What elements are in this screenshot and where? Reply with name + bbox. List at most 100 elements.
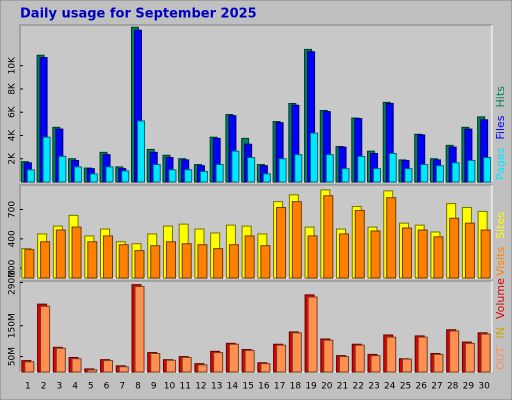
bar bbox=[103, 360, 114, 373]
x-tick-label: 1 bbox=[25, 382, 31, 392]
bar bbox=[276, 207, 287, 279]
bar bbox=[228, 343, 239, 373]
bar bbox=[291, 201, 302, 279]
x-tick-label: 13 bbox=[211, 382, 222, 392]
bar bbox=[87, 241, 98, 279]
chart-title: Daily usage for September 2025 bbox=[20, 7, 257, 22]
bar bbox=[325, 154, 334, 183]
x-tick-label: 2 bbox=[41, 382, 47, 392]
bar bbox=[354, 209, 365, 279]
bar bbox=[451, 162, 460, 183]
bar bbox=[55, 347, 66, 373]
bar bbox=[199, 171, 208, 183]
x-tick-label: 19 bbox=[305, 382, 317, 392]
bar bbox=[401, 358, 412, 373]
x-tick-label: 14 bbox=[227, 382, 239, 392]
bar bbox=[357, 155, 366, 183]
bar bbox=[105, 166, 114, 183]
bar bbox=[294, 154, 303, 183]
bar bbox=[433, 236, 444, 279]
bar bbox=[71, 358, 82, 373]
bar bbox=[404, 168, 413, 183]
bar bbox=[184, 169, 193, 183]
bar bbox=[386, 197, 397, 279]
bar bbox=[244, 349, 255, 373]
y-tick-label: 8K bbox=[8, 82, 18, 95]
panel bbox=[19, 184, 493, 279]
bar bbox=[373, 168, 381, 183]
x-tick-label: 21 bbox=[337, 382, 348, 392]
x-tick-label: 11 bbox=[179, 382, 190, 392]
bar bbox=[228, 244, 239, 279]
bar bbox=[323, 339, 334, 373]
bar bbox=[58, 155, 67, 183]
legend-label: OUT bbox=[494, 346, 507, 370]
legend-label: Hits bbox=[494, 86, 507, 108]
bar bbox=[103, 235, 114, 279]
bar bbox=[323, 195, 334, 279]
x-tick-label: 12 bbox=[195, 382, 206, 392]
bar bbox=[291, 332, 302, 373]
x-tick-label: 5 bbox=[88, 382, 94, 392]
bar bbox=[231, 150, 240, 183]
x-tick-label: 7 bbox=[119, 382, 125, 392]
x-tick-label: 15 bbox=[242, 382, 253, 392]
bar bbox=[215, 164, 224, 183]
bar bbox=[118, 244, 129, 279]
bar bbox=[134, 286, 145, 373]
bar bbox=[307, 235, 318, 279]
bar bbox=[483, 157, 492, 183]
x-tick-label: 22 bbox=[353, 382, 364, 392]
bar bbox=[42, 136, 51, 183]
bar bbox=[181, 357, 192, 373]
bar bbox=[150, 352, 161, 373]
bar bbox=[417, 336, 428, 373]
bar bbox=[40, 305, 51, 373]
bar bbox=[464, 222, 475, 279]
x-tick-label: 16 bbox=[258, 382, 270, 392]
bar bbox=[262, 173, 271, 183]
x-tick-label: 4 bbox=[72, 382, 78, 392]
bar bbox=[339, 356, 350, 373]
x-tick-label: 26 bbox=[415, 382, 427, 392]
bar bbox=[165, 241, 176, 279]
x-tick-label: 30 bbox=[478, 382, 490, 392]
bar bbox=[341, 168, 350, 183]
bar bbox=[370, 230, 381, 279]
bar bbox=[26, 169, 35, 183]
bar bbox=[134, 250, 145, 279]
x-tick-label: 9 bbox=[151, 382, 157, 392]
x-tick-label: 3 bbox=[56, 382, 62, 392]
x-tick-label: 6 bbox=[104, 382, 110, 392]
y-tick-label: 700 bbox=[8, 201, 18, 218]
bar bbox=[417, 229, 428, 279]
bar bbox=[213, 248, 224, 279]
bar bbox=[260, 363, 271, 373]
bar bbox=[87, 369, 98, 373]
bar bbox=[307, 296, 318, 373]
bar bbox=[74, 166, 83, 183]
x-tick-label: 18 bbox=[290, 382, 302, 392]
x-tick-label: 17 bbox=[274, 382, 285, 392]
y-tick-label: 4K bbox=[8, 129, 18, 142]
y-tick-label: 2K bbox=[8, 152, 18, 165]
bar bbox=[247, 157, 256, 183]
legend-label: Volume bbox=[494, 278, 507, 319]
bar bbox=[118, 366, 129, 373]
y-tick-label: 50M bbox=[8, 347, 18, 366]
bar bbox=[137, 120, 145, 183]
y-tick-label: 10K bbox=[8, 56, 18, 74]
bar bbox=[181, 243, 192, 279]
legend-label: Visits bbox=[494, 247, 507, 276]
bar bbox=[244, 235, 255, 279]
y-tick-label: 400 bbox=[8, 230, 18, 247]
bar bbox=[388, 153, 397, 183]
bar bbox=[464, 342, 475, 373]
x-tick-label: 23 bbox=[368, 382, 379, 392]
x-tick-label: 25 bbox=[400, 382, 411, 392]
bar bbox=[89, 173, 98, 183]
bar bbox=[339, 233, 350, 279]
legend-label: IN bbox=[494, 327, 507, 338]
x-tick-label: 28 bbox=[447, 382, 459, 392]
